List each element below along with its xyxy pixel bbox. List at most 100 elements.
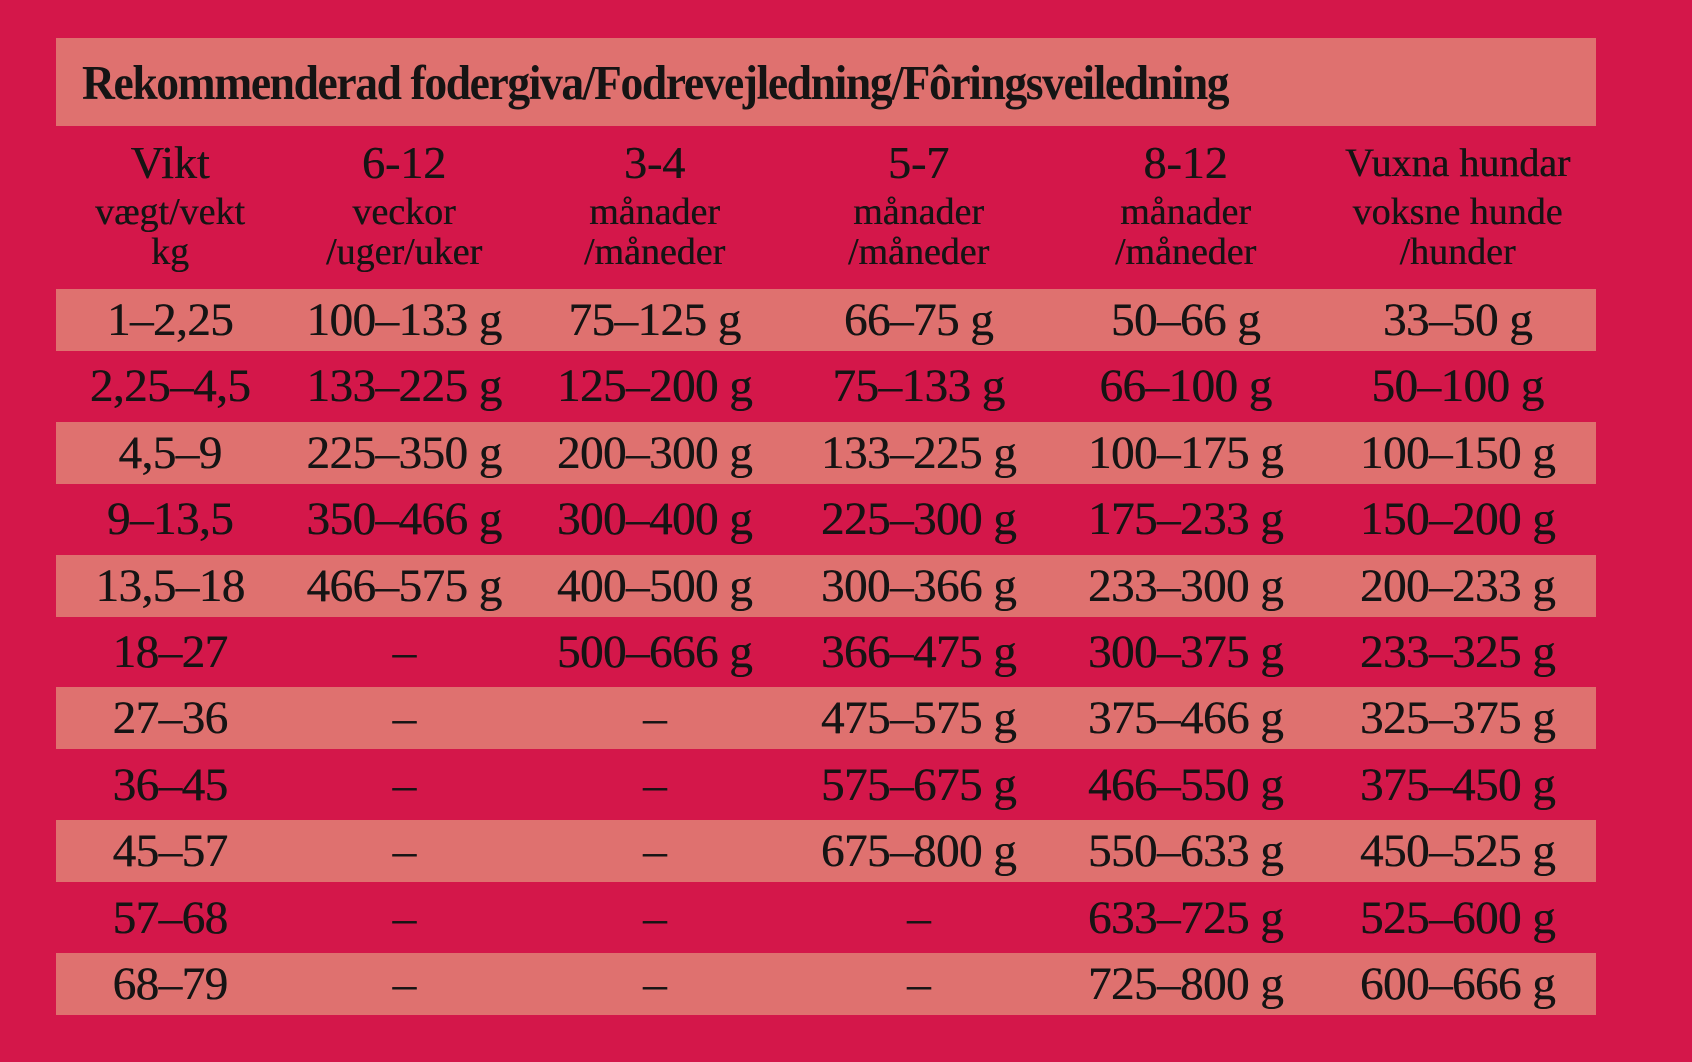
table-cell: 125–200 g — [556, 360, 753, 413]
table-row: 57–68 – – – 633–725 g 525–600 g — [56, 887, 1596, 949]
table-cell: 100–175 g — [1087, 426, 1284, 479]
header-line3: /måneder — [847, 231, 990, 273]
table-cell: 200–300 g — [556, 426, 753, 479]
header-cell: 5-7 månader/måneder — [785, 132, 1052, 272]
table-cell: 450–525 g — [1359, 825, 1556, 878]
table-cell: 13,5–18 — [95, 559, 245, 612]
table-cell: – — [392, 625, 417, 678]
table-cell: – — [392, 692, 417, 745]
header-line1: 5-7 — [887, 137, 950, 188]
header-line1: 6-12 — [361, 137, 447, 188]
header-line2: månader — [853, 191, 984, 233]
table-row: 45–57 – – 675–800 g 550–633 g 450–525 g — [56, 820, 1596, 883]
table-cell: 550–633 g — [1087, 825, 1284, 878]
table-cell: 133–225 g — [820, 426, 1017, 479]
table-row: 68–79 – – – 725–800 g 600–666 g — [56, 952, 1596, 1015]
table-cell: 66–100 g — [1099, 360, 1272, 413]
header-line1: 8-12 — [1143, 137, 1228, 188]
table-cell: 466–550 g — [1087, 758, 1284, 811]
table-cell: – — [643, 957, 667, 1010]
table-cell: 225–300 g — [820, 493, 1017, 546]
table-cell: 33–50 g — [1382, 294, 1533, 346]
header-cell: 8-12 månader/måneder — [1052, 132, 1319, 272]
table-cell: 300–400 g — [556, 493, 753, 546]
table-cell: 50–100 g — [1371, 360, 1544, 413]
table-row: 13,5–18 466–575 g 400–500 g 300–366 g 233–30… — [56, 554, 1596, 617]
header-line3: kg — [151, 231, 189, 273]
header-line1: Vuxna hundar — [1344, 140, 1571, 185]
table-cell: – — [643, 758, 667, 811]
table-cell: 66–75 g — [843, 294, 994, 346]
table-cell: 500–666 g — [556, 625, 753, 678]
header-line3: /hunder — [1399, 231, 1516, 273]
table-cell: 325–375 g — [1359, 692, 1556, 745]
table-cell: 300–375 g — [1087, 625, 1284, 678]
table-row: 2,25–4,5 133–225 g 125–200 g 75–133 g 66–100… — [56, 355, 1596, 417]
table-cell: 375–466 g — [1087, 692, 1284, 745]
table-cell: 45–57 — [112, 825, 229, 878]
table-cell: – — [392, 758, 417, 811]
table-cell: – — [392, 891, 417, 944]
header-line2: voksne hunde — [1352, 191, 1563, 233]
table-cell: 225–350 g — [306, 426, 502, 479]
table-row: 27–36 – – 475–575 g 375–466 g 325–375 g — [56, 687, 1596, 750]
table-cell: 600–666 g — [1359, 957, 1556, 1010]
table-row: 9–13,5 350–466 g 300–400 g 225–300 g 175–233… — [56, 488, 1596, 550]
table-cell: 68–79 — [112, 957, 229, 1010]
table-cell: 175–233 g — [1087, 493, 1284, 546]
table-title-bar: Rekommenderad fodergiva/Fodrevejledning/… — [56, 38, 1596, 126]
table-body: 1–2,25 100–133 g 75–125 g 66–75 g 50–66 g 33–… — [56, 289, 1596, 1015]
header-line2: månader — [589, 191, 720, 233]
table-cell: – — [643, 692, 667, 745]
table-cell: – — [907, 891, 931, 944]
table-cell: 466–575 g — [306, 559, 502, 612]
table-cell: 525–600 g — [1359, 891, 1556, 944]
table-cell: – — [392, 825, 417, 878]
table-cell: 100–150 g — [1359, 426, 1556, 479]
table-cell: – — [643, 891, 667, 944]
table-cell: 675–800 g — [820, 825, 1017, 878]
header-line1: Vikt — [130, 137, 210, 188]
header-line1: 3-4 — [623, 137, 686, 188]
table-cell: 27–36 — [112, 692, 229, 745]
table-cell: 4,5–9 — [118, 426, 222, 479]
table-header-row: Vikt vægt/vekt kg 6-12 veckor/uger/uker 3-4 må… — [56, 132, 1596, 272]
header-cell: 6-12 veckor/uger/uker — [284, 132, 524, 272]
table-cell: 57–68 — [112, 891, 229, 944]
header-line2: vægt/vekt — [95, 191, 245, 233]
table-cell: 75–125 g — [568, 294, 741, 346]
header-cell: Vuxna hundar voksne hunde/hunder — [1319, 132, 1596, 272]
table-cell: – — [392, 957, 417, 1010]
table-cell: 375–450 g — [1359, 758, 1556, 811]
table-cell: 100–133 g — [306, 294, 502, 346]
table-cell: 75–133 g — [832, 360, 1005, 413]
table-row: 18–27 – 500–666 g 366–475 g 300–375 g 233–325… — [56, 621, 1596, 683]
header-line2: månader — [1120, 191, 1251, 233]
header-line2: veckor — [352, 191, 456, 233]
table-row: 36–45 – – 575–675 g 466–550 g 375–450 g — [56, 754, 1596, 816]
table-cell: 133–225 g — [306, 360, 502, 413]
table-cell: 633–725 g — [1087, 891, 1284, 944]
header-line3: /måneder — [1114, 231, 1257, 273]
table-cell: 1–2,25 — [106, 294, 234, 346]
header-line3: /måneder — [583, 231, 726, 273]
table-cell: – — [907, 957, 931, 1010]
table-cell: 233–300 g — [1087, 559, 1284, 612]
table-cell: 725–800 g — [1087, 957, 1284, 1010]
table-cell: 200–233 g — [1359, 559, 1556, 612]
table-cell: 9–13,5 — [106, 493, 234, 546]
header-line3: /uger/uker — [325, 231, 483, 273]
table-cell: 36–45 — [112, 758, 229, 811]
table-cell: 50–66 g — [1110, 294, 1261, 346]
table-row: 1–2,25 100–133 g 75–125 g 66–75 g 50–66 g 33–… — [56, 289, 1596, 351]
feeding-table: Rekommenderad fodergiva/Fodrevejledning/… — [56, 38, 1596, 1015]
table-row: 4,5–9 225–350 g 200–300 g 133–225 g 100–175 … — [56, 421, 1596, 484]
table-title: Rekommenderad fodergiva/Fodrevejledning/… — [82, 54, 1230, 110]
table-cell: 350–466 g — [306, 493, 502, 546]
table-cell: 18–27 — [112, 625, 229, 678]
table-cell: 2,25–4,5 — [89, 360, 251, 413]
table-cell: 400–500 g — [556, 559, 753, 612]
table-cell: 150–200 g — [1359, 493, 1556, 546]
header-cell: Vikt vægt/vekt kg — [56, 132, 284, 272]
